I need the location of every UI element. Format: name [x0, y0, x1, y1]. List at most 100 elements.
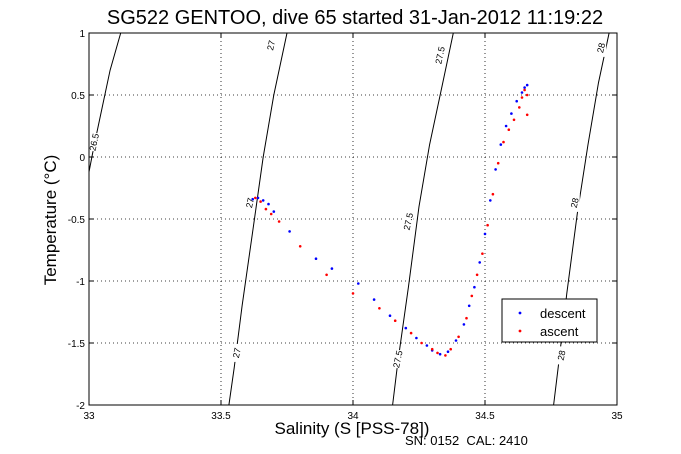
point-descent: [272, 210, 276, 213]
density-contour-27: [228, 32, 288, 406]
legend: descent ascent: [501, 298, 598, 343]
contour-label: 28: [556, 349, 568, 361]
point-ascent: [491, 192, 495, 196]
chart-title: SG522 GENTOO, dive 65 started 31-Jan-201…: [107, 7, 603, 29]
y-tick-label: -1: [76, 277, 85, 288]
contour-label-bg: [403, 212, 414, 231]
y-tick-label: 1: [79, 29, 85, 40]
point-ascent: [269, 212, 273, 216]
point-descent: [467, 304, 471, 308]
y-tick-label: 0.5: [71, 91, 85, 102]
point-ascent: [430, 347, 434, 351]
x-tick-label: 35: [611, 411, 623, 422]
contour-label: 27.5: [433, 46, 446, 65]
contour-label: 27: [244, 197, 256, 209]
point-ascent: [264, 207, 268, 211]
contour-label-bg: [266, 36, 277, 55]
point-ascent: [507, 128, 511, 131]
point-descent: [454, 339, 458, 342]
point-descent: [314, 257, 318, 261]
footer-serial-calibration: SN: 0152 CAL: 2410: [405, 433, 528, 448]
point-descent: [415, 336, 418, 340]
point-descent: [288, 230, 291, 233]
point-ascent: [520, 96, 524, 99]
contour-label: 27.5: [391, 350, 404, 369]
point-ascent: [457, 335, 460, 339]
point-ascent: [420, 341, 423, 345]
point-descent: [256, 196, 260, 200]
point-descent: [261, 199, 265, 202]
point-descent: [251, 197, 254, 201]
point-ascent: [254, 196, 257, 200]
point-descent: [357, 282, 360, 285]
legend-marker-descent: [518, 311, 522, 315]
x-tick-label: 34.5: [475, 411, 495, 422]
legend-label-descent: descent: [540, 306, 586, 321]
axis-ticks: 33 33.5 34 34.5 35 -2 -1.5 -1 -0.5 0 0.5 1: [68, 29, 623, 422]
point-ascent: [393, 319, 397, 323]
point-ascent: [525, 113, 529, 117]
point-ascent: [449, 347, 453, 351]
grid: [89, 33, 617, 405]
point-descent: [446, 350, 450, 354]
point-descent: [267, 202, 270, 206]
x-tick-label: 34: [347, 411, 359, 422]
point-descent: [330, 267, 334, 270]
point-ascent: [518, 106, 521, 109]
point-descent: [494, 168, 497, 171]
point-descent: [388, 314, 392, 318]
point-descent: [499, 143, 503, 146]
point-descent: [510, 112, 513, 115]
legend-label-ascent: ascent: [540, 324, 579, 339]
point-descent: [525, 83, 529, 87]
plot-area: 26.5 27 27 27 27.5 27.5 27.5 28 28 28 33 33.5 34 34.…: [68, 29, 623, 422]
contour-label-bg: [89, 133, 100, 152]
point-ascent: [444, 354, 447, 357]
y-tick-label: -0.5: [68, 215, 86, 226]
contour-label: 27.5: [402, 212, 415, 231]
density-contour-26.5: [88, 32, 122, 172]
contour-label: 26.5: [88, 133, 101, 152]
point-ascent: [486, 223, 489, 227]
x-tick-label: 33.5: [211, 411, 231, 422]
contour-label: 28: [595, 42, 607, 54]
y-tick-label: -1.5: [68, 339, 86, 350]
point-ascent: [523, 88, 526, 92]
point-ascent: [475, 273, 479, 277]
point-descent: [372, 298, 376, 301]
point-ascent: [259, 200, 262, 203]
contour-label: 27: [265, 39, 277, 51]
y-axis-label: Temperature (°C): [41, 155, 60, 286]
contour-label: 28: [569, 197, 581, 209]
point-descent: [504, 124, 508, 128]
point-descent: [478, 261, 482, 264]
point-descent: [425, 344, 429, 347]
point-descent: [438, 352, 442, 356]
contour-label-bg: [569, 193, 580, 212]
point-ascent: [298, 245, 302, 248]
point-descent: [523, 86, 526, 89]
data-points: [251, 83, 529, 357]
contour-label-bg: [596, 38, 607, 57]
point-ascent: [465, 316, 468, 320]
point-ascent: [436, 351, 439, 355]
point-ascent: [277, 220, 281, 223]
point-descent: [483, 232, 487, 236]
y-tick-label: -2: [76, 401, 85, 412]
legend-box: [501, 298, 598, 343]
point-descent: [473, 285, 476, 289]
point-ascent: [351, 292, 355, 295]
point-ascent: [525, 93, 529, 97]
contour-label-bg: [556, 346, 567, 365]
point-ascent: [470, 294, 474, 298]
point-ascent: [502, 140, 505, 144]
legend-marker-ascent: [518, 329, 522, 333]
point-descent: [404, 326, 408, 330]
point-descent: [489, 199, 492, 202]
point-descent: [462, 323, 466, 326]
point-ascent: [496, 161, 500, 165]
point-descent: [515, 99, 518, 103]
point-descent: [520, 91, 524, 94]
contour-label-bg: [245, 193, 256, 212]
point-ascent: [378, 307, 381, 310]
